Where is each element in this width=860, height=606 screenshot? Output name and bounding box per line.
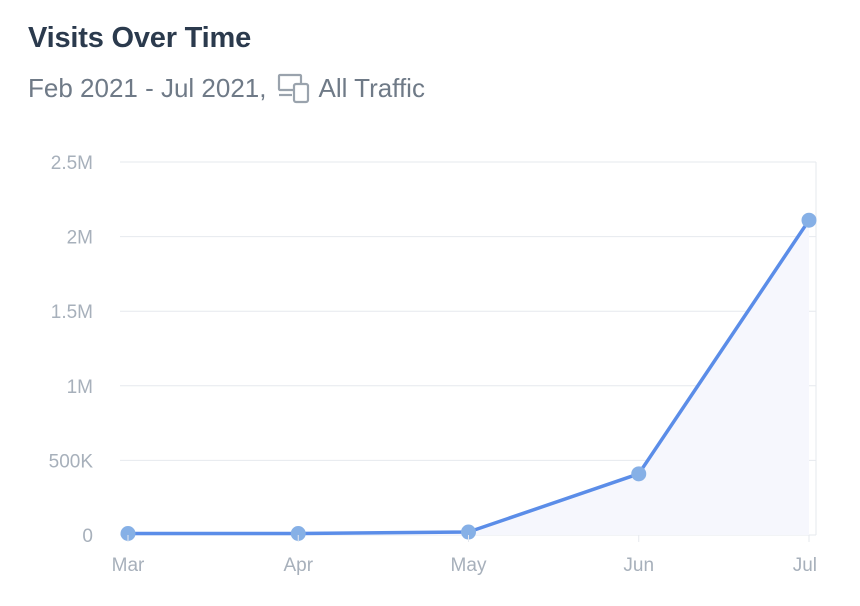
devices-icon	[277, 72, 311, 104]
x-tick-label: May	[451, 555, 487, 576]
data-point	[120, 526, 136, 542]
x-axis-ticks: Mar Apr May Jun Jul	[112, 535, 817, 576]
data-point	[631, 466, 647, 482]
chart-title: Visits Over Time	[28, 22, 252, 54]
area-fill	[128, 220, 809, 536]
data-point	[801, 212, 817, 228]
x-tick-label: Jun	[623, 555, 654, 576]
data-point	[461, 524, 476, 540]
y-tick-label: 0	[82, 526, 93, 547]
x-tick-label: Jul	[793, 555, 817, 576]
x-tick-label: Mar	[112, 555, 145, 576]
date-range-label: Feb 2021 - Jul 2021,	[28, 72, 267, 103]
y-tick-label: 500K	[49, 451, 94, 472]
data-points	[120, 212, 817, 542]
chart-subtitle: Feb 2021 - Jul 2021, All Traffic	[28, 72, 425, 104]
y-tick-label: 1M	[67, 377, 93, 398]
y-tick-label: 2M	[67, 228, 93, 249]
data-point	[290, 526, 306, 542]
x-tick-label: Apr	[283, 555, 313, 576]
y-tick-label: 1.5M	[51, 302, 93, 323]
y-axis-ticks: 0 500K 1M 1.5M 2M 2.5M	[49, 153, 94, 547]
series-area	[128, 220, 809, 536]
traffic-filter-label: All Traffic	[318, 72, 425, 103]
y-tick-label: 2.5M	[51, 153, 93, 174]
